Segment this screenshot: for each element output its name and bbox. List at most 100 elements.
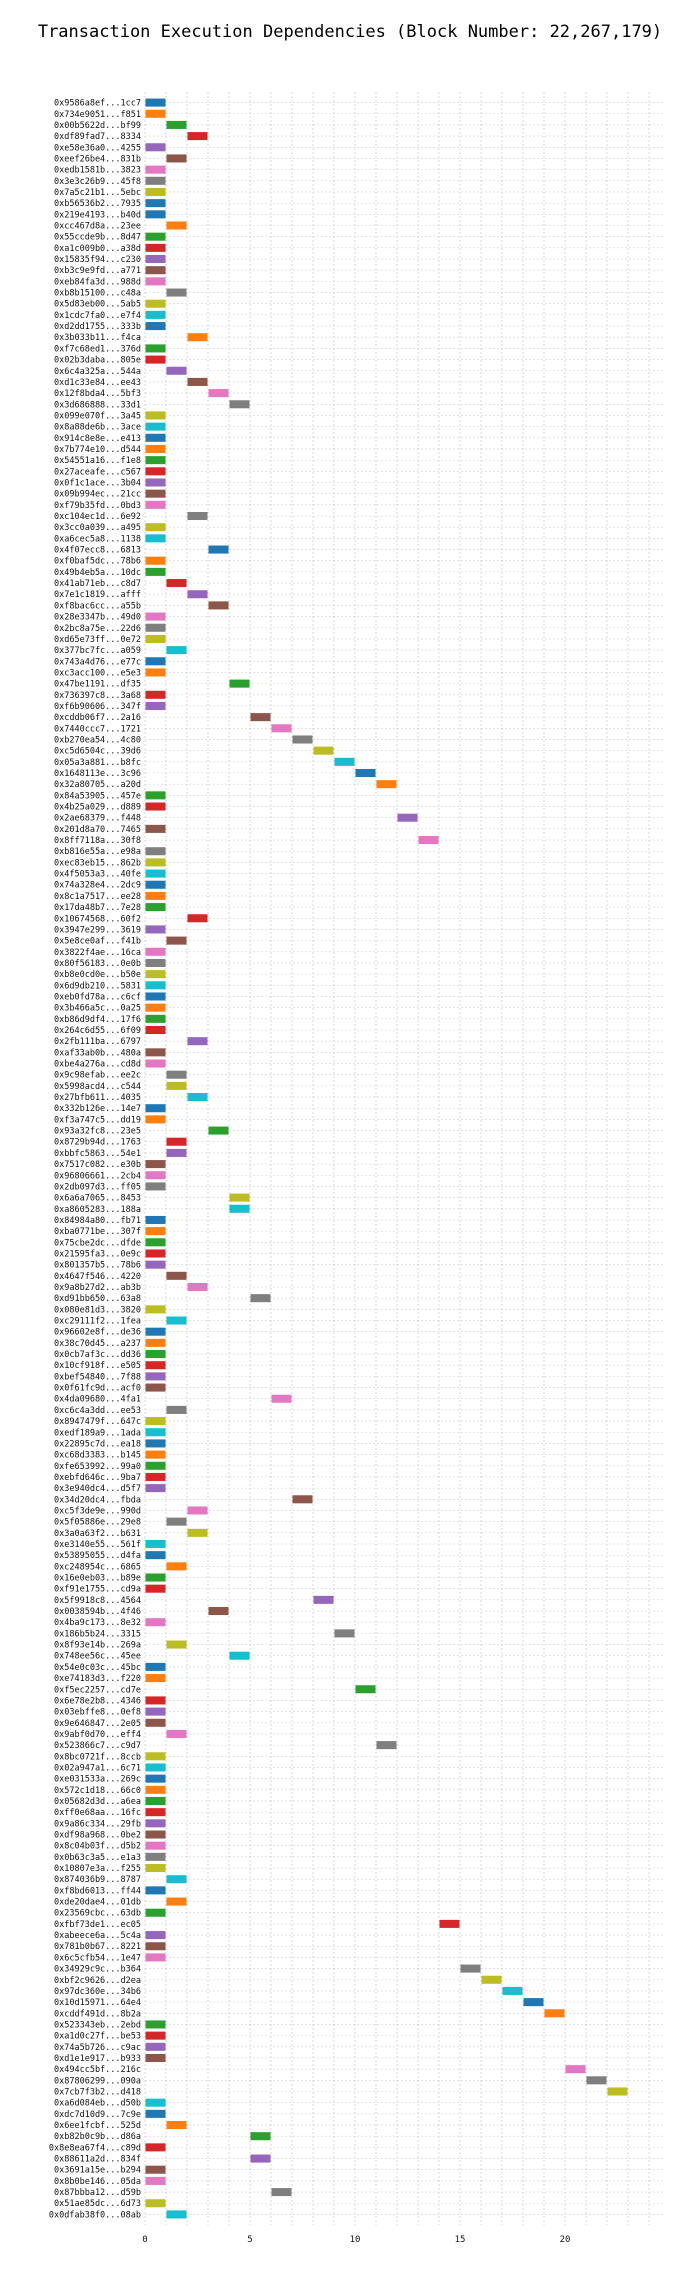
tx-bar: [145, 2020, 166, 2029]
tx-label: 0x10d15971...64e4: [54, 1998, 141, 2008]
tx-label: 0x5d83eb00...5ab5: [54, 300, 141, 310]
tx-bar: [145, 1383, 166, 1392]
tx-bar: [355, 1685, 376, 1694]
tx-label: 0xd1e1e917...b933: [54, 2054, 141, 2064]
tx-bar: [229, 679, 250, 688]
tx-bar: [145, 1886, 166, 1895]
tx-label: 0x099e070f...3a45: [54, 411, 141, 421]
tx-label: 0x9a8b27d2...ab3b: [54, 1283, 141, 1293]
tx-bar: [145, 143, 166, 152]
tx-label: 0x1648113e...3c96: [54, 769, 141, 779]
tx-label: 0xfbf73de1...ec05: [54, 1920, 141, 1930]
tx-bar: [145, 1215, 166, 1224]
tx-label: 0x7440ccc7...1721: [54, 724, 141, 734]
tx-label: 0xcddf491d...8b2a: [54, 2009, 141, 2019]
tx-label: 0x05682d3d...a6ea: [54, 1797, 141, 1807]
tx-label: 0xf8bd6013...ff44: [54, 1886, 141, 1896]
tx-label: 0x80f56183...0e0b: [54, 959, 141, 969]
tx-label: 0xdf98a968...0be2: [54, 1831, 141, 1841]
tx-bar: [145, 478, 166, 487]
tx-label: 0xa6d084eb...d50b: [54, 2099, 141, 2109]
tx-bar: [145, 1227, 166, 1236]
tx-label: 0xa1d0c27f...be53: [54, 2032, 141, 2042]
tx-label: 0xd2dd1755...333b: [54, 322, 141, 332]
tx-label: 0x3822f4ae...16ca: [54, 948, 141, 958]
tx-label: 0x00b5622d...bf99: [54, 121, 141, 131]
tx-bar: [145, 1573, 166, 1582]
tx-label: 0x781b0b67...8221: [54, 1942, 141, 1952]
tx-bar: [145, 869, 166, 878]
tx-bar: [145, 1003, 166, 1012]
tx-label: 0xf3a747c5...dd19: [54, 1115, 141, 1125]
tx-label: 0xedf189a9...1ada: [54, 1428, 141, 1438]
tx-label: 0xa1c009b0...a38d: [54, 244, 141, 254]
tx-label: 0x2ae68379...f448: [54, 814, 141, 824]
tx-bar: [145, 254, 166, 264]
tx-bar: [166, 579, 187, 588]
tx-bar: [166, 1897, 187, 1906]
tx-label: 0x4ba9c173...8e32: [54, 1618, 141, 1628]
tx-bar: [145, 1707, 166, 1716]
tx-label: 0x8a88de6b...3ace: [54, 423, 141, 433]
tx-label: 0x97dc360e...34b6: [54, 1987, 141, 1997]
tx-label: 0x5998acd4...c544: [54, 1082, 141, 1092]
tx-label: 0xeb0fd78a...c6cf: [54, 992, 141, 1002]
tx-label: 0x21595fa3...0e9c: [54, 1249, 141, 1259]
tx-label: 0x874036b9...8787: [54, 1875, 141, 1885]
tx-bar: [481, 1975, 502, 1984]
tx-bar: [250, 713, 271, 722]
tx-label: 0xdf89fad7...8334: [54, 132, 141, 142]
tx-bar: [187, 590, 208, 599]
tx-bar: [250, 2154, 271, 2163]
tx-label: 0x10674568...60f2: [54, 914, 141, 924]
tx-label: 0x17da48b7...7e28: [54, 903, 141, 913]
tx-bar: [145, 690, 166, 699]
tx-bar: [250, 1294, 271, 1303]
tx-bar: [187, 1282, 208, 1292]
tx-label: 0x523343eb...2ebd: [54, 2020, 141, 2030]
tx-label: 0x41ab71eb...c8d7: [54, 579, 141, 589]
tx-bar: [208, 1607, 229, 1616]
tx-label: 0x49b4eb5a...10dc: [54, 568, 141, 578]
tx-bar: [313, 1595, 334, 1604]
tx-label: 0xc104ec1d...6e92: [54, 512, 141, 522]
tx-label: 0x84984a80...fb71: [54, 1216, 141, 1226]
tx-bar: [187, 132, 208, 141]
tx-label: 0x5f9918c8...4564: [54, 1596, 141, 1606]
tx-bar: [523, 1998, 544, 2007]
tx-bar: [145, 1327, 166, 1336]
tx-label: 0x2db097d3...ff05: [54, 1182, 141, 1192]
tx-label: 0x801357b5...78b6: [54, 1261, 141, 1271]
tx-label: 0x22895c7d...ea18: [54, 1439, 141, 1449]
tx-bar: [166, 221, 187, 230]
tx-label: 0xb82b0c9b...d86a: [54, 2132, 141, 2142]
tx-bar: [145, 1796, 166, 1806]
tx-label: 0xdc7d10d9...7c9e: [54, 2110, 141, 2120]
tx-label: 0x748ee56c...45ee: [54, 1652, 141, 1662]
tx-bar: [145, 355, 166, 364]
tx-bar: [271, 1394, 292, 1403]
tx-label: 0x6d9db210...5831: [54, 981, 141, 991]
tx-bar: [334, 1629, 355, 1638]
tx-label: 0x74a328e4...2dc9: [54, 881, 141, 891]
tx-bar: [145, 1718, 166, 1727]
tx-bar: [187, 1506, 208, 1515]
tx-bar: [145, 456, 166, 465]
tx-bar: [145, 176, 166, 185]
tx-label: 0x6e78e2b8...4346: [54, 1696, 141, 1706]
tx-bar: [166, 2210, 187, 2219]
tx-bar: [145, 1160, 166, 1169]
tx-bar: [145, 109, 166, 118]
tx-label: 0x75cbe2dc...dfde: [54, 1238, 141, 1248]
tx-label: 0x53895055...d4fa: [54, 1551, 141, 1561]
tx-label: 0x10cf918f...e505: [54, 1361, 141, 1371]
x-tick-label: 5: [247, 2235, 252, 2245]
tx-label: 0xf8bac6cc...a55b: [54, 601, 141, 611]
tx-bar: [208, 389, 229, 398]
tx-label: 0x6c4a325a...544a: [54, 367, 141, 377]
tx-label: 0x7b774e10...d544: [54, 445, 141, 455]
tx-label: 0x3e940dc4...d5f7: [54, 1484, 141, 1494]
tx-label: 0x9e646847...2e05: [54, 1719, 141, 1729]
tx-label: 0x3e3c26b9...45f8: [54, 177, 141, 187]
tx-bar: [145, 98, 166, 107]
